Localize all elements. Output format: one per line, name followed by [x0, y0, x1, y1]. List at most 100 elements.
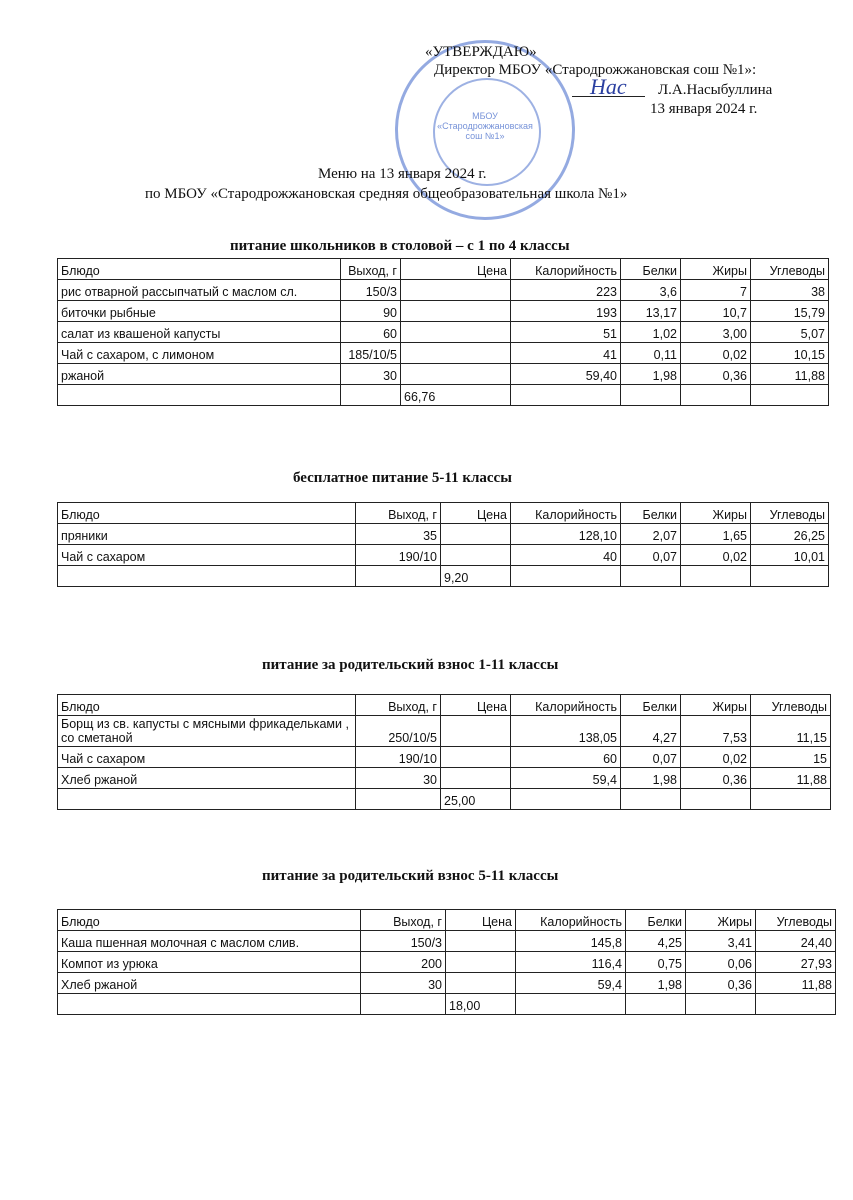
table-cell: Хлеб ржаной	[57, 767, 356, 789]
table-title: питание школьников в столовой – с 1 по 4…	[230, 238, 570, 254]
column-header: Блюдо	[57, 694, 356, 716]
column-header: Белки	[620, 258, 681, 280]
column-header: Белки	[620, 502, 681, 524]
table-cell: 138,05	[510, 715, 621, 747]
menu-title: Меню на 13 января 2024 г.	[318, 166, 487, 182]
table-cell: 38	[750, 279, 829, 301]
table-cell	[680, 384, 751, 406]
table-row: Хлеб ржаной 30 59,4 1,98 0,36 11,88	[57, 972, 836, 994]
column-header: Выход, г	[355, 502, 441, 524]
table-cell: 193	[510, 300, 621, 322]
table-cell: 59,4	[510, 767, 621, 789]
table-cell: 13,17	[620, 300, 681, 322]
table-cell	[440, 544, 511, 566]
table-cell: 145,8	[515, 930, 626, 952]
table-cell: 15	[750, 746, 831, 768]
column-header: Калорийность	[510, 258, 621, 280]
table-cell: 1,98	[620, 767, 681, 789]
table-title: питание за родительский взнос 5-11 класс…	[262, 868, 559, 884]
table-cell	[750, 788, 831, 810]
table-cell: 41	[510, 342, 621, 364]
table-cell: 223	[510, 279, 621, 301]
table-cell	[400, 363, 511, 385]
table-cell: 60	[510, 746, 621, 768]
table-cell: 0,07	[620, 746, 681, 768]
table-cell	[400, 321, 511, 343]
table-cell: 0,36	[685, 972, 756, 994]
table-cell	[685, 993, 756, 1015]
column-header: Блюдо	[57, 502, 356, 524]
column-header: Блюдо	[57, 258, 341, 280]
table-row: Хлеб ржаной 30 59,4 1,98 0,36 11,88	[57, 767, 831, 789]
table-cell: 250/10/5	[355, 715, 441, 747]
approval-name: Л.А.Насыбуллина	[658, 82, 773, 98]
table-cell: 150/3	[360, 930, 446, 952]
stamp-text: МБОУ «Стародрожжановская сош №1»	[437, 111, 533, 141]
table-row: салат из квашеной капусты 60 51 1,02 3,00 5,0…	[57, 321, 829, 343]
table-cell	[440, 746, 511, 768]
menu-table: Блюдо Выход, г Цена Калорийность Белки Жиры Уг…	[57, 694, 831, 810]
table-cell	[400, 342, 511, 364]
table-header-row: Блюдо Выход, г Цена Калорийность Белки Жиры Уг…	[57, 258, 829, 280]
column-header: Углеводы	[755, 909, 836, 931]
table-cell: 59,40	[510, 363, 621, 385]
table-cell	[515, 993, 626, 1015]
table-cell: 3,6	[620, 279, 681, 301]
table-row: Компот из урюка 200 116,4 0,75 0,06 27,93	[57, 951, 836, 973]
column-header: Белки	[625, 909, 686, 931]
table-cell	[400, 300, 511, 322]
table-cell: 0,06	[685, 951, 756, 973]
table-cell: 200	[360, 951, 446, 973]
table-cell	[440, 523, 511, 545]
table-cell: 0,02	[680, 342, 751, 364]
table-cell	[750, 565, 829, 587]
table-row: ржаной 30 59,40 1,98 0,36 11,88	[57, 363, 829, 385]
table-cell: 1,65	[680, 523, 751, 545]
table-cell: 150/3	[340, 279, 401, 301]
column-header: Жиры	[685, 909, 756, 931]
table-cell	[510, 384, 621, 406]
table-cell: 1,02	[620, 321, 681, 343]
table-row: 66,76	[57, 384, 829, 406]
table-cell: 66,76	[400, 384, 511, 406]
menu-table: Блюдо Выход, г Цена Калорийность Белки Жиры Уг…	[57, 258, 829, 406]
table-cell: 0,02	[680, 746, 751, 768]
table-cell: 3,41	[685, 930, 756, 952]
column-header: Цена	[400, 258, 511, 280]
stamp-seal: МБОУ «Стародрожжановская сош №1»	[395, 40, 575, 220]
table-cell: биточки рыбные	[57, 300, 341, 322]
table-cell	[445, 930, 516, 952]
column-header: Выход, г	[360, 909, 446, 931]
table-cell	[440, 715, 511, 747]
table-row: 25,00	[57, 788, 831, 810]
table-row: биточки рыбные 90 193 13,17 10,7 15,79	[57, 300, 829, 322]
table-cell: 10,15	[750, 342, 829, 364]
table-cell: 10,7	[680, 300, 751, 322]
table-cell: 4,27	[620, 715, 681, 747]
table-cell: 30	[340, 363, 401, 385]
table-cell: 60	[340, 321, 401, 343]
menu-subtitle: по МБОУ «Стародрожжановская средняя обще…	[145, 186, 628, 202]
table-row: рис отварной рассыпчатый с маслом сл. 150…	[57, 279, 829, 301]
table-cell: 0,36	[680, 767, 751, 789]
approval-position: Директор МБОУ «Стародрожжановская сош №1…	[434, 62, 757, 78]
table-cell: 185/10/5	[340, 342, 401, 364]
table-cell: ржаной	[57, 363, 341, 385]
table-cell	[510, 788, 621, 810]
table-cell: 11,88	[750, 363, 829, 385]
table-cell: 51	[510, 321, 621, 343]
table-cell: 40	[510, 544, 621, 566]
table-cell: 0,07	[620, 544, 681, 566]
table-cell: 5,07	[750, 321, 829, 343]
table-cell: 18,00	[445, 993, 516, 1015]
table-cell: 26,25	[750, 523, 829, 545]
table-cell	[620, 565, 681, 587]
table-row: Борщ из св. капусты с мясными фрикадельк…	[57, 715, 831, 747]
column-header: Выход, г	[355, 694, 441, 716]
table-cell: пряники	[57, 523, 356, 545]
table-cell: 0,02	[680, 544, 751, 566]
table-row: Каша пшенная молочная с маслом слив. 150/…	[57, 930, 836, 952]
table-cell: Борщ из св. капусты с мясными фрикадельк…	[57, 715, 356, 747]
menu-table: Блюдо Выход, г Цена Калорийность Белки Жиры Уг…	[57, 909, 836, 1015]
